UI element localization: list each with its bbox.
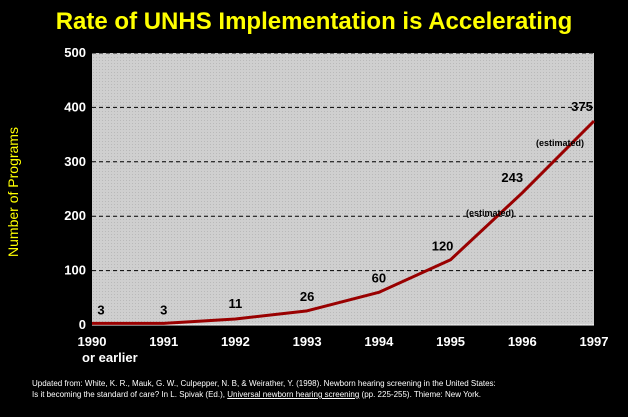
data-label: 243 — [501, 170, 523, 185]
x-tick-label: 1991 — [149, 334, 178, 349]
footnote-book-title: Universal newborn hearing screening — [227, 390, 360, 399]
y-tick-label: 500 — [64, 45, 86, 60]
footnote-line-1: Updated from: White, K. R., Mauk, G. W.,… — [32, 379, 496, 388]
x-tick-sublabel: or earlier — [82, 350, 138, 365]
plot-area — [92, 53, 594, 325]
footnote-line-2-end: (pp. 225-255). Thieme: New York. — [361, 390, 482, 399]
citation-footnote: Updated from: White, K. R., Mauk, G. W.,… — [32, 378, 622, 400]
x-tick-label: 1997 — [580, 334, 609, 349]
x-tick-label: 1996 — [508, 334, 537, 349]
x-tick-label: 1993 — [293, 334, 322, 349]
data-label: 26 — [300, 289, 314, 304]
data-label: 375 — [571, 99, 593, 114]
x-tick-label: 1995 — [436, 334, 465, 349]
x-tick-label: 1992 — [221, 334, 250, 349]
y-tick-label: 100 — [64, 263, 86, 278]
data-label: 3 — [97, 302, 104, 317]
estimated-annotation: (estimated) — [536, 138, 584, 148]
data-label: 11 — [229, 296, 243, 311]
series-line — [92, 119, 596, 325]
y-tick-label: 0 — [79, 317, 86, 332]
x-tick-label: 1994 — [364, 334, 394, 349]
y-tick-label: 400 — [64, 99, 86, 114]
data-label: 120 — [432, 239, 454, 254]
data-label: 3 — [160, 302, 167, 317]
data-label: 60 — [372, 270, 386, 285]
footnote-line-2: Is it becoming the standard of care? In … — [32, 389, 622, 400]
chart-title: Rate of UNHS Implementation is Accelerat… — [55, 8, 573, 35]
estimated-annotation: (estimated) — [466, 208, 514, 218]
y-tick-label: 300 — [64, 154, 86, 169]
footnote-line-2-start: Is it becoming the standard of care? In … — [32, 390, 225, 399]
y-tick-label: 200 — [64, 208, 86, 223]
x-tick-label: 1990 — [78, 334, 107, 349]
